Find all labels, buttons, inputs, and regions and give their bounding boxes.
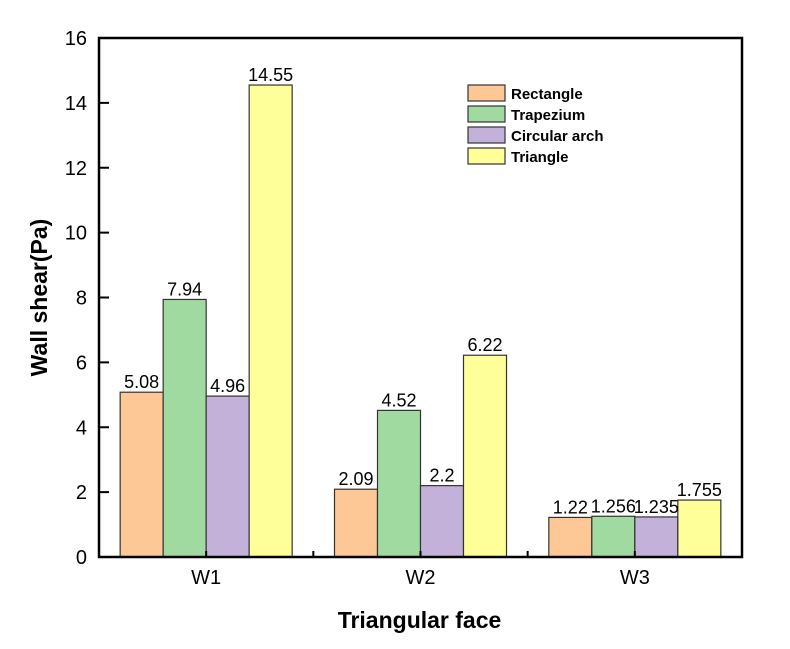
y-tick-label: 0 [76, 547, 87, 569]
legend-label: Triangle [511, 149, 569, 166]
y-tick-label: 6 [76, 352, 87, 374]
bar-circular-arch-w1 [205, 395, 250, 558]
data-label: 5.08 [124, 372, 159, 392]
bar-triangle-w3 [677, 499, 722, 558]
y-tick-label: 8 [76, 288, 87, 310]
y-tick-label: 10 [65, 223, 87, 245]
x-tick-label: W1 [191, 567, 221, 589]
bar-rectangle-w2 [333, 488, 379, 558]
y-axis: 0 2 4 6 8 10 12 14 16 [65, 28, 109, 569]
y-tick-label: 16 [65, 28, 87, 50]
bar-triangle-w1 [248, 84, 293, 558]
data-label: 1.235 [634, 497, 679, 517]
legend-swatch [467, 105, 506, 123]
bar-trapezium-w1 [162, 298, 207, 558]
data-label: 6.22 [467, 335, 502, 355]
y-tick-label: 4 [76, 417, 87, 439]
data-label: 14.55 [248, 65, 293, 85]
bar-circular-arch-w2 [419, 485, 465, 558]
bars-layer [119, 84, 722, 558]
data-label: 7.94 [167, 279, 202, 299]
legend-label: Trapezium [511, 107, 585, 124]
bar-rectangle-w1 [119, 391, 164, 558]
data-label: 4.52 [381, 390, 416, 410]
x-axis-title: Triangular face [338, 607, 502, 633]
legend-label: Circular arch [511, 128, 604, 145]
bar-trapezium-w2 [376, 409, 422, 558]
data-label: 4.96 [210, 376, 245, 396]
bar-trapezium-w3 [591, 515, 636, 558]
x-tick-label: W2 [406, 567, 436, 589]
bar-triangle-w2 [462, 354, 508, 558]
x-axis: W1 W2 W3 [191, 551, 650, 589]
legend-swatch [467, 84, 506, 102]
legend-label: Rectangle [511, 86, 583, 103]
y-axis-title: Wall shear(Pa) [26, 219, 52, 377]
legend: Rectangle Trapezium Circular arch Triangle [467, 84, 604, 166]
legend-swatch [467, 126, 506, 144]
y-tick-label: 2 [76, 482, 87, 504]
data-label: 1.22 [553, 497, 588, 517]
y-tick-label: 12 [65, 158, 87, 180]
x-tick-label: W3 [620, 567, 650, 589]
data-label: 1.256 [591, 496, 636, 516]
y-tick-label: 14 [65, 93, 87, 115]
bar-rectangle-w3 [548, 516, 593, 558]
data-labels-layer: 5.08 7.94 4.96 14.55 2.09 4.52 2.2 6.22 1.22 1.25… [124, 65, 722, 517]
data-label: 2.09 [338, 469, 373, 489]
legend-swatch [467, 147, 506, 165]
bar-circular-arch-w3 [634, 516, 679, 558]
data-label: 1.755 [677, 480, 722, 500]
data-label: 2.2 [429, 466, 454, 486]
